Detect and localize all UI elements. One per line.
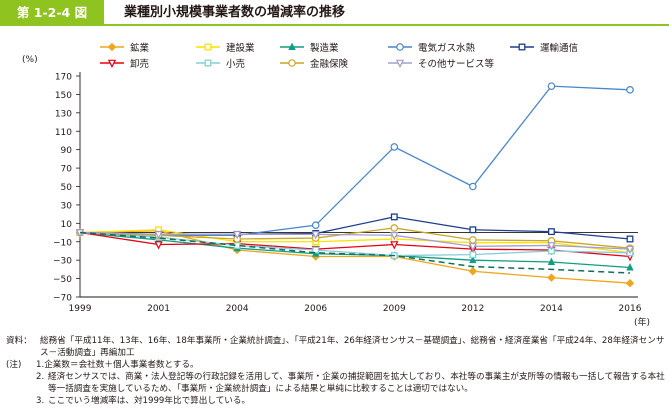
- data-point: [468, 266, 478, 276]
- y-tick-label: −10: [53, 238, 72, 248]
- data-point: [469, 251, 477, 259]
- series-line: [79, 231, 631, 250]
- y-tick-label: 170: [55, 73, 72, 83]
- data-point: [626, 263, 634, 271]
- legend-marker: [204, 43, 212, 51]
- legend-marker: [204, 59, 212, 67]
- data-point: [154, 231, 163, 240]
- data-point: [390, 224, 399, 232]
- legend-marker: [396, 43, 404, 51]
- x-tick-label: 2009: [383, 304, 406, 314]
- legend-label: 金融保険: [310, 58, 349, 70]
- legend-label: 建設業: [226, 42, 255, 54]
- note-item: 2. 経済センサスでは、商業・法人登記等の行政記録を活用して、事業所・企業の捕捉…: [6, 371, 666, 395]
- legend-marker: [107, 59, 117, 69]
- y-tick-label: 110: [55, 128, 72, 138]
- data-point: [468, 243, 478, 252]
- note-text: 経済センサスでは、商業・法人登記等の行政記録を活用して、事業所・企業の捕捉範囲を…: [48, 372, 665, 394]
- data-point: [626, 235, 634, 243]
- data-point: [312, 246, 320, 254]
- legend-label: 小売: [226, 58, 245, 70]
- x-tick-label: 2016: [619, 304, 642, 314]
- data-point: [469, 226, 477, 234]
- note-number: 2.: [36, 372, 45, 382]
- x-axis-unit: (年): [634, 316, 650, 328]
- series-line: [79, 231, 631, 274]
- data-point: [311, 231, 320, 240]
- legend-marker: [395, 59, 405, 69]
- x-tick-label: 2001: [147, 304, 170, 314]
- data-point: [547, 82, 556, 90]
- x-tick-label: 2014: [540, 304, 563, 314]
- y-tick-label: −30: [53, 257, 72, 267]
- legend-marker: [288, 59, 296, 67]
- y-tick-label: −50: [53, 275, 72, 285]
- series-line: [79, 227, 631, 249]
- y-axis-unit: (%): [22, 55, 38, 65]
- series-line: [79, 229, 631, 254]
- figure-notes: 資料： 総務省「平成11年、13年、16年、18年事業所・企業統計調査」、「平成…: [6, 335, 666, 407]
- legend-label: 電気ガス水熱: [418, 42, 476, 54]
- note-item: (注) 1.企業数＝会社数＋個人事業者数とする。: [6, 359, 666, 371]
- data-point: [547, 257, 556, 266]
- y-tick-label: 90: [61, 146, 73, 156]
- y-tick-label: 30: [61, 201, 73, 211]
- title-underline: [104, 24, 669, 26]
- data-point: [232, 231, 242, 240]
- data-point: [547, 228, 555, 236]
- data-point: [390, 241, 399, 250]
- data-point: [626, 86, 634, 94]
- legend-label: その他サービス等: [418, 58, 495, 70]
- data-point: [390, 143, 399, 151]
- x-tick-label: 2004: [226, 304, 249, 314]
- note-number: 3.: [36, 396, 45, 406]
- y-tick-label: 70: [61, 165, 73, 175]
- y-tick-label: −70: [53, 294, 72, 304]
- x-tick-label: 1999: [69, 304, 92, 314]
- figure-number-badge: 第 1-2-4 図: [0, 0, 104, 26]
- legend-label: 運輸通信: [540, 42, 578, 54]
- data-point: [625, 245, 635, 255]
- legend-label: 卸売: [130, 58, 149, 70]
- series-line: [79, 85, 631, 236]
- source-label: 資料：: [6, 336, 32, 346]
- series-line: [79, 231, 631, 258]
- data-point: [311, 221, 320, 229]
- y-tick-label: 50: [61, 183, 73, 193]
- y-tick-label: 150: [55, 91, 72, 101]
- note-text: ここでいう増減率は、対1999年比で算出している。: [48, 396, 251, 406]
- figure-title: 業種別小規模事業者数の増減率の推移: [124, 5, 346, 20]
- note-number: 1.: [36, 360, 45, 370]
- legend-marker: [288, 42, 296, 51]
- legend-label: 鉱業: [130, 42, 150, 54]
- x-tick-label: 2006: [304, 304, 327, 314]
- legend-label: 製造業: [310, 42, 339, 54]
- data-point: [390, 213, 398, 221]
- figure-header: 第 1-2-4 図 業種別小規模事業者数の増減率の推移: [0, 0, 669, 26]
- data-point: [154, 241, 163, 250]
- note-label: (注): [6, 360, 22, 370]
- source-note: 資料： 総務省「平成11年、13年、16年、18年事業所・企業統計調査」、「平成…: [6, 335, 666, 359]
- legend-marker: [107, 42, 117, 52]
- data-point: [469, 255, 477, 264]
- data-point: [390, 232, 399, 241]
- note-text: 企業数＝会社数＋個人事業者数とする。: [44, 360, 199, 370]
- x-tick-label: 2012: [461, 304, 484, 314]
- source-text: 総務省「平成11年、13年、16年、18年事業所・企業統計調査」、「平成21年、…: [40, 336, 665, 358]
- data-point: [469, 182, 477, 191]
- series-line: [79, 231, 631, 257]
- data-point: [469, 236, 477, 244]
- data-point: [625, 278, 635, 288]
- note-item: 3. ここでいう増減率は、対1999年比で算出している。: [6, 395, 666, 407]
- data-point: [547, 242, 556, 251]
- data-point: [547, 273, 556, 282]
- y-tick-label: 10: [61, 220, 73, 230]
- y-tick-label: 130: [55, 109, 72, 119]
- legend-marker: [518, 43, 526, 51]
